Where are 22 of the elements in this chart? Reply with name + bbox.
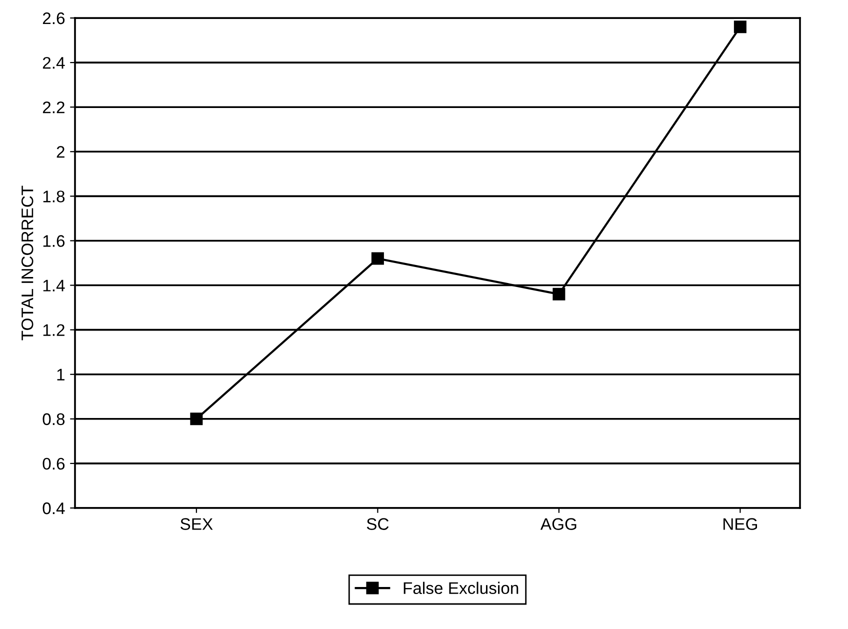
- y-tick-label: 0.4: [42, 502, 65, 514]
- y-tick-label: 2.2: [42, 101, 64, 114]
- y-tick-label: 1: [57, 368, 64, 380]
- y-tick-label: 1.6: [43, 235, 65, 247]
- point: [190, 412, 203, 426]
- y-tick-label: 0.6: [42, 458, 65, 470]
- x-tick-label: AGG: [540, 518, 576, 530]
- y-tick-label: 0.8: [42, 413, 65, 426]
- y-tick-label: 1.2: [43, 324, 64, 336]
- point: [734, 20, 746, 34]
- y-tick-label: 2.6: [42, 12, 65, 24]
- x-tick-label: NEG: [723, 518, 757, 530]
- point: [552, 288, 566, 300]
- point: [371, 252, 384, 265]
- y-tick-label: 2: [56, 146, 64, 158]
- y-tick-label: 1.8: [43, 190, 65, 202]
- y-tick-label: 1.4: [43, 280, 65, 292]
- x-tick-label: SC: [366, 518, 389, 530]
- y-axis-title: TOTAL INCORRECT: [21, 186, 34, 340]
- x-tick-label: SEX: [180, 518, 213, 530]
- legend-label: False Exclusion: [404, 582, 518, 594]
- y-tick-label: 2.4: [42, 56, 65, 69]
